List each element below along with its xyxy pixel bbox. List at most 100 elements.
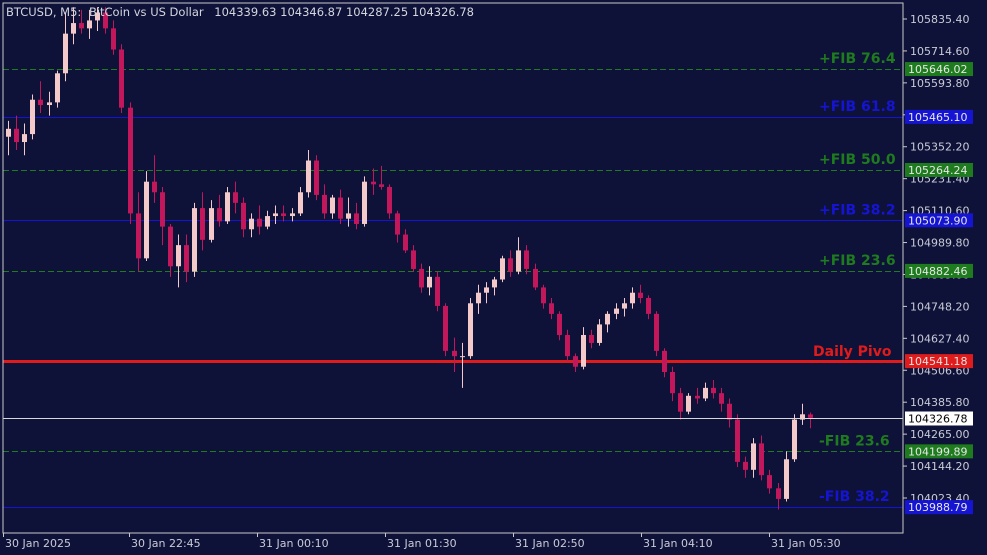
candle-body-22 (184, 245, 189, 272)
level-labels: +FIB 76.4 +FIB 61.8 +FIB 50.0 +FIB 38.2 +FIB… (813, 51, 896, 505)
level-tag-box-6 (905, 444, 973, 459)
chart-info-header: BTCUSD, M5: BitCoin vs US Dollar 104339.… (6, 5, 474, 19)
last-price-tag: 104326.78 (905, 411, 973, 426)
level-tag-text-3: 105073.90 (908, 214, 968, 227)
last-price-tag-box (905, 411, 973, 426)
candle-body-32 (265, 216, 270, 227)
candle-body-93 (759, 443, 764, 476)
level-label-7: -FIB 38.2 (819, 489, 890, 505)
level-tag-text-5: 104541.18 (908, 355, 968, 368)
candle-body-99 (808, 414, 813, 418)
price-tick-label-12: 104385.80 (910, 396, 970, 409)
candle-body-37 (306, 160, 311, 193)
candle-body-33 (273, 213, 278, 217)
level-price-tags: 105646.02 105465.10 105264.24 105073.90 1048… (905, 62, 973, 515)
level-label-4: +FIB 23.6 (819, 253, 896, 269)
candle-body-67 (549, 303, 554, 314)
candle-body-44 (362, 181, 367, 224)
price-tick-label-14: 104144.20 (910, 460, 970, 473)
candle-body-17 (144, 181, 149, 259)
candle-body-54 (443, 305, 448, 351)
level-tag-text-7: 103988.79 (908, 501, 968, 514)
level-label-0: +FIB 76.4 (819, 51, 896, 67)
time-axis-background (3, 534, 904, 555)
candle-body-94 (767, 475, 772, 489)
candle-body-28 (233, 192, 238, 203)
level-tag-text-2: 105264.24 (908, 164, 968, 177)
candle-body-20 (168, 226, 173, 267)
candle-body-16 (136, 213, 141, 259)
candle-body-9 (79, 23, 84, 29)
candle-body-77 (630, 292, 635, 304)
candle-body-66 (541, 287, 546, 304)
level-tag-text-6: 104199.89 (908, 445, 968, 458)
candle-body-80 (654, 313, 659, 351)
candle-body-40 (330, 197, 335, 214)
candle-body-71 (581, 335, 586, 367)
time-tick-label-1: 30 Jan 22:45 (131, 537, 201, 550)
candle-body-70 (573, 356, 578, 367)
time-tick-label-5: 31 Jan 04:10 (643, 537, 713, 550)
level-tag-text-0: 105646.02 (908, 63, 968, 76)
last-price-tag-text: 104326.78 (908, 413, 968, 426)
candle-body-49 (403, 234, 408, 251)
candle-body-43 (354, 213, 359, 224)
candle-body-55 (452, 350, 457, 357)
candle-body-39 (322, 194, 327, 214)
candle-body-63 (516, 250, 521, 272)
level-tag-box-0 (905, 62, 973, 77)
candle-body-45 (371, 181, 376, 185)
candle-body-69 (565, 335, 570, 357)
candle-body-88 (719, 393, 724, 404)
candle-body-1 (14, 128, 19, 143)
candle-body-78 (638, 292, 643, 298)
candle-body-87 (711, 387, 716, 394)
candle-body-56 (460, 356, 465, 358)
candle-body-42 (346, 213, 351, 219)
time-tick-label-6: 31 Jan 05:30 (771, 537, 841, 550)
candle-body-18 (152, 181, 157, 193)
candle-body-34 (281, 213, 286, 217)
candle-body-86 (703, 387, 708, 399)
candle-body-79 (646, 297, 651, 314)
price-tick-label-10: 104627.40 (910, 332, 970, 345)
candle-body-53 (435, 276, 440, 306)
candles (6, 7, 813, 510)
candle-body-72 (589, 335, 594, 343)
level-tag-box-1 (905, 109, 973, 124)
candle-body-51 (419, 268, 424, 288)
candle-body-74 (605, 313, 610, 325)
candle-body-61 (500, 258, 505, 280)
candle-body-90 (735, 419, 740, 462)
level-label-2: +FIB 50.0 (819, 152, 896, 168)
candle-body-21 (176, 245, 181, 267)
level-tag-box-2 (905, 162, 973, 177)
candle-body-27 (225, 192, 230, 222)
candle-body-3 (30, 99, 35, 135)
candle-body-31 (257, 218, 262, 227)
candle-body-84 (686, 395, 691, 412)
symbol-description: BitCoin vs US Dollar (89, 5, 204, 19)
time-axis[interactable]: 30 Jan 2025 30 Jan 22:45 31 Jan 00:10 31 Ja… (3, 533, 841, 550)
candle-body-12 (103, 12, 108, 29)
level-tag-box-5 (905, 354, 973, 369)
candle-body-7 (63, 33, 68, 74)
candle-body-15 (128, 107, 133, 214)
level-label-3: +FIB 38.2 (819, 202, 896, 218)
candle-body-65 (533, 268, 538, 288)
level-lines (3, 69, 903, 508)
candle-body-73 (597, 324, 602, 343)
level-tag-box-3 (905, 213, 973, 228)
level-tag-box-4 (905, 263, 973, 278)
level-label-6: -FIB 23.6 (819, 433, 890, 449)
candle-body-97 (792, 419, 797, 460)
candle-body-6 (55, 73, 60, 103)
ohlc-values: 104339.63 104346.87 104287.25 104326.78 (214, 5, 474, 19)
candle-body-64 (524, 250, 529, 269)
symbol-label: BTCUSD, M5: (6, 5, 81, 19)
price-tick-label-4: 105352.20 (910, 141, 970, 154)
candle-body-41 (338, 197, 343, 219)
candle-body-48 (395, 213, 400, 235)
